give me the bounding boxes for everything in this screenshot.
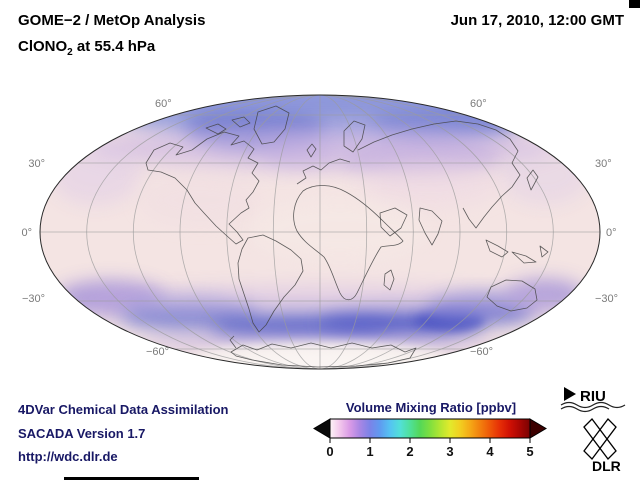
colorbar: 0 1 2 3 4 5 <box>313 418 547 459</box>
lat-label-60s-left: −60° <box>146 346 169 358</box>
graticule <box>40 94 600 370</box>
data-blob <box>260 137 340 167</box>
coastlines <box>145 105 567 368</box>
coastline-europe <box>296 158 351 185</box>
species-name: ClONO <box>18 38 68 55</box>
riu-wave-icon <box>560 405 610 413</box>
lat-label-60n-left: 60° <box>155 98 172 110</box>
lat-label-60s-right: −60° <box>470 346 493 358</box>
dlr-emblem-icon <box>583 418 617 460</box>
species-subtitle: ClONO2 at 55.4 hPa <box>18 38 155 58</box>
coastline-madagascar <box>383 269 395 291</box>
colorbar-tick-label: 5 <box>526 444 533 459</box>
timestamp: Jun 17, 2010, 12:00 GMT <box>450 12 624 29</box>
coastline-antarctica <box>229 335 417 368</box>
lat-label-30n-right: 30° <box>595 158 612 170</box>
lat-label-0-left: 0° <box>21 227 32 239</box>
colorbar-tick-label: 0 <box>326 444 333 459</box>
lat-label-60n-right: 60° <box>470 98 487 110</box>
coastline-south-america <box>237 234 304 333</box>
coastline-india <box>418 207 443 246</box>
colorbar-ticks: 0 1 2 3 4 5 <box>326 438 534 459</box>
pressure-level: at 55.4 hPa <box>72 38 156 55</box>
colorbar-over-arrow <box>529 418 547 439</box>
map-outline <box>39 94 601 370</box>
coastline-arabia <box>379 207 408 237</box>
coastline-asia <box>357 120 521 229</box>
colorbar-tick-label: 3 <box>446 444 453 459</box>
riu-triangle-icon <box>564 387 576 401</box>
corner-mark <box>629 0 640 8</box>
dlr-logo: DLR <box>583 418 621 474</box>
colorbar-tick-label: 4 <box>486 444 494 459</box>
colorbar-tick-label: 2 <box>406 444 413 459</box>
dlr-emblem-icon <box>583 418 617 460</box>
coastline-australia <box>486 279 538 312</box>
version-label: SACADA Version 1.7 <box>18 426 146 441</box>
riu-logo: RIU <box>560 387 626 413</box>
coastline-scandinavia <box>343 120 366 153</box>
coastline-british-isles <box>306 143 317 158</box>
lat-label-0-right: 0° <box>606 227 617 239</box>
coastline-greenland <box>253 105 290 145</box>
lat-label-30s-right: −30° <box>595 293 618 305</box>
data-blob <box>250 200 430 260</box>
coastline-indonesia <box>485 239 549 264</box>
coastline-japan <box>526 169 539 191</box>
coastline-new-zealand <box>555 305 567 319</box>
coastline-arctic-islands <box>205 116 251 135</box>
species-subscript: 2 <box>67 47 73 58</box>
riu-wave-icon <box>560 401 626 409</box>
colorbar-title: Volume Mixing Ratio [ppbv] <box>345 400 517 415</box>
riu-logo-text: RIU <box>580 388 606 405</box>
data-url-link[interactable]: http://wdc.dlr.de <box>18 449 118 464</box>
dlr-logo-text: DLR <box>592 458 621 474</box>
latitude-labels: 60° 60° 30° 0° −30° 30° 0° −30° −60° −60… <box>21 98 618 358</box>
page-title: GOME−2 / MetOp Analysis <box>18 12 206 29</box>
data-blob <box>360 163 500 207</box>
colorbar-under-arrow <box>313 418 331 439</box>
assimilation-credit: 4DVar Chemical Data Assimilation <box>18 402 229 417</box>
bottom-mark <box>64 477 199 480</box>
data-blob <box>140 175 260 225</box>
lat-label-30s-left: −30° <box>22 293 45 305</box>
colorbar-tick-label: 1 <box>366 444 373 459</box>
colorbar-gradient-bar <box>329 418 531 439</box>
coastline-north-america <box>145 131 260 245</box>
coastline-africa <box>293 185 404 301</box>
lat-label-30n-left: 30° <box>28 158 45 170</box>
